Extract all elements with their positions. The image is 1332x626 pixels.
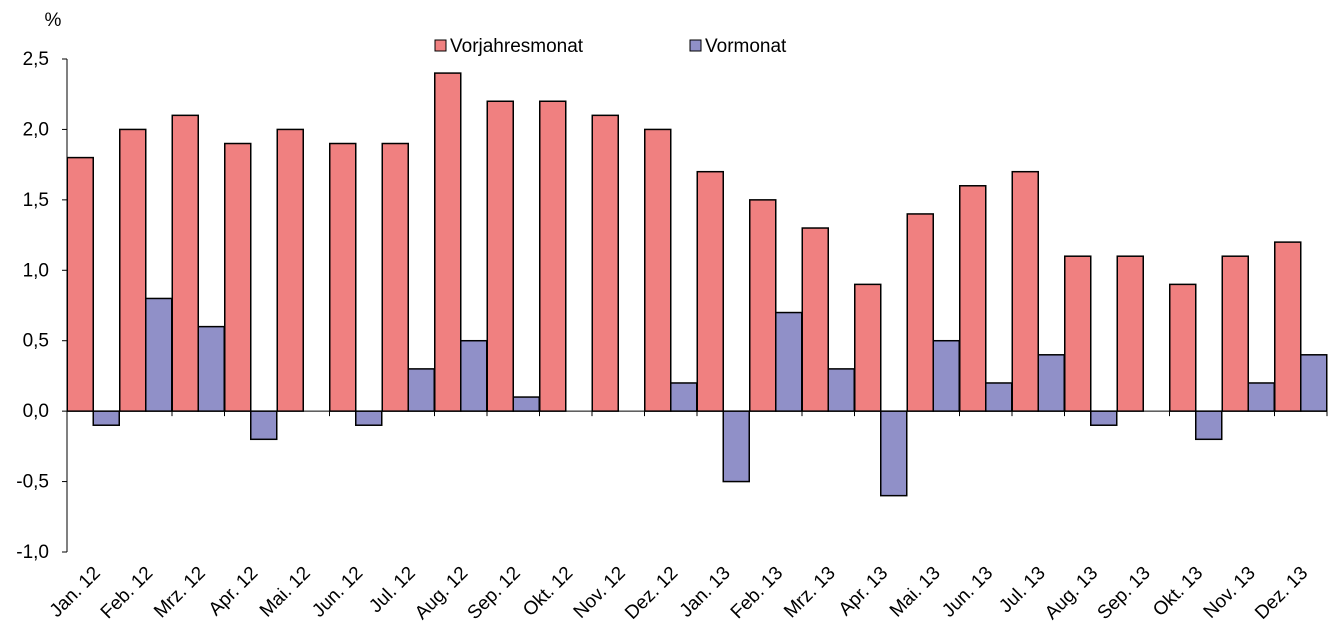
bar-vormonat-okt-13 (1195, 410, 1223, 441)
bar-vorjahresmonat-jun-13 (959, 185, 987, 412)
bar-vorjahresmonat-jan-12 (66, 156, 94, 412)
bar-vormonat-jan-13 (722, 410, 750, 483)
bar-vorjahresmonat-okt-12 (539, 100, 567, 412)
x-tick-label: Mai. 13 (886, 563, 945, 622)
x-tick-label: Jun. 12 (308, 563, 367, 622)
y-tick-label: 0,0 (23, 401, 49, 422)
x-tick-label: Okt. 13 (1149, 563, 1207, 621)
x-tick-label: Sep. 13 (1094, 563, 1155, 624)
bar-vorjahresmonat-apr-13 (854, 283, 882, 412)
y-tick-label: 2,5 (23, 49, 49, 70)
bar-vorjahresmonat-aug-12 (434, 72, 462, 412)
bar-vormonat-nov-13 (1247, 382, 1275, 412)
legend: Vorjahresmonat Vormonat (434, 36, 787, 57)
bar-vorjahresmonat-sep-12 (486, 100, 514, 412)
x-tick-label: Sep. 12 (464, 563, 525, 624)
bar-vormonat-jul-13 (1037, 354, 1065, 412)
x-tick-label: Mai. 12 (256, 563, 315, 622)
bar-vormonat-feb-13 (775, 311, 803, 412)
bar-vormonat-jan-12 (92, 410, 120, 426)
y-tick-label: 1,5 (23, 190, 49, 211)
bar-vormonat-feb-12 (145, 297, 173, 412)
x-tick-label: Dez. 13 (1251, 563, 1312, 624)
x-tick-label: Nov. 13 (1200, 563, 1260, 623)
x-tick-label: Apr. 12 (205, 563, 262, 620)
bar-vorjahresmonat-okt-13 (1169, 283, 1197, 412)
bar-vormonat-dez-13 (1300, 354, 1328, 412)
bar-vorjahresmonat-mai-13 (906, 213, 934, 412)
bar-vormonat-aug-13 (1090, 410, 1118, 426)
x-tick-label: Mrz. 12 (150, 563, 210, 623)
bar-vorjahresmonat-nov-12 (591, 114, 619, 412)
x-tick-label: Feb. 13 (727, 563, 787, 623)
x-tick-label: Jun. 13 (938, 563, 997, 622)
bar-vormonat-mai-13 (932, 339, 960, 412)
y-tick-label: -0,5 (16, 472, 49, 493)
bar-vorjahresmonat-aug-13 (1064, 255, 1092, 412)
bar-vorjahresmonat-dez-13 (1274, 241, 1302, 412)
y-tick-label: 0,5 (23, 331, 49, 352)
bar-vormonat-apr-13 (880, 410, 908, 497)
bar-vorjahresmonat-jul-13 (1011, 170, 1039, 412)
bar-vorjahresmonat-mrz-13 (801, 227, 829, 412)
x-tick-label: Apr. 13 (835, 563, 892, 620)
bar-vormonat-sep-12 (512, 396, 540, 412)
bar-vorjahresmonat-jan-13 (696, 170, 724, 412)
x-tick-label: Jan. 12 (46, 563, 105, 622)
bar-vormonat-jul-12 (407, 368, 435, 412)
x-tick-label: Okt. 12 (519, 563, 577, 621)
y-tick-label: 2,0 (23, 119, 49, 140)
x-tick-label: Aug. 13 (1041, 563, 1102, 624)
y-tick-label: -1,0 (16, 542, 49, 563)
y-tick-label: 1,0 (23, 260, 49, 281)
bar-vorjahresmonat-feb-12 (119, 128, 147, 412)
bar-vormonat-jun-13 (985, 382, 1013, 412)
bar-vormonat-mrz-12 (197, 325, 225, 412)
bar-vorjahresmonat-jun-12 (329, 142, 357, 412)
x-tick-label: Jan. 13 (676, 563, 735, 622)
bar-vorjahresmonat-mrz-12 (171, 114, 199, 412)
bar-vorjahresmonat-nov-13 (1221, 255, 1249, 412)
x-tick-label: Dez. 12 (621, 563, 682, 624)
x-tick-label: Nov. 12 (570, 563, 630, 623)
legend-label-vorjahresmonat: Vorjahresmonat (450, 36, 584, 57)
bar-vormonat-jun-12 (355, 410, 383, 426)
bar-vorjahresmonat-apr-12 (224, 142, 252, 412)
bar-vormonat-dez-12 (670, 382, 698, 412)
x-tick-label: Mrz. 13 (780, 563, 840, 623)
legend-label-vormonat: Vormonat (705, 36, 787, 57)
bar-vormonat-mrz-13 (827, 368, 855, 412)
bar-vormonat-aug-12 (460, 339, 488, 412)
bar-vorjahresmonat-sep-13 (1116, 255, 1144, 412)
bar-vorjahresmonat-dez-12 (644, 128, 672, 412)
x-tick-label: Aug. 12 (411, 563, 472, 624)
bar-vorjahresmonat-jul-12 (381, 142, 409, 412)
y-axis-unit-label: % (45, 10, 62, 31)
bars-group (66, 72, 1328, 497)
x-tick-label: Feb. 12 (97, 563, 157, 623)
bar-vorjahresmonat-feb-13 (749, 199, 777, 412)
bar-vormonat-apr-12 (250, 410, 278, 441)
legend-swatch-vorjahresmonat (434, 39, 447, 52)
bar-vorjahresmonat-mai-12 (276, 128, 304, 412)
legend-swatch-vormonat (689, 39, 702, 52)
